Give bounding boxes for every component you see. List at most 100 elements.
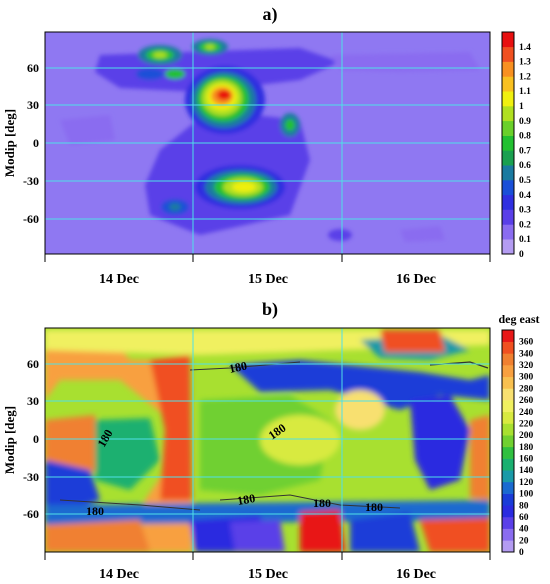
colorbar-tick-label: 20 (519, 536, 529, 546)
a-ytick-60: 60 (27, 61, 39, 75)
colorbar-tick-label: 0.4 (519, 191, 531, 201)
panel-b-yticks: 60 30 0 -30 -60 (23, 357, 39, 521)
colorbar-swatch (502, 46, 514, 62)
b-red-se (420, 518, 490, 552)
colorbar-tick-label: 0 (519, 548, 524, 558)
colorbar-tick-label: 340 (519, 349, 534, 359)
colorbar-swatch (502, 470, 514, 483)
b-ytick-m60: -60 (23, 507, 39, 521)
colorbar-swatch (502, 135, 514, 151)
colorbar-swatch (502, 423, 514, 436)
colorbar-tick-label: 180 (519, 443, 534, 453)
panel-b-heatmap: 180 180 180 180 180 180 180 (45, 328, 490, 552)
colorbar-swatch (502, 400, 514, 413)
colorbar-swatch (502, 150, 514, 166)
colorbar-tick-label: 0.2 (519, 220, 531, 230)
colorbar-frame (501, 329, 515, 553)
colorbar-swatch (502, 435, 514, 448)
panel-a-xtickmarks (44, 254, 491, 262)
colorbar-frame (501, 31, 515, 255)
colorbar-tick-label: 0.1 (519, 235, 531, 245)
colorbar-tick-label: 1.2 (519, 72, 531, 82)
b-contour-label-7: 180 (365, 500, 383, 514)
patch-violet-3 (400, 226, 445, 242)
colorbar-swatch (502, 224, 514, 240)
colorbar-swatch (502, 481, 514, 494)
b-contour-2 (59, 499, 201, 511)
b-contour-label-6: 180 (313, 496, 331, 510)
b-yellow-center (260, 415, 340, 465)
b-orange-right (470, 415, 490, 500)
colorbar-tick-label: 60 (519, 513, 529, 523)
colorbar-tick-label: 0 (519, 250, 524, 260)
colorbar-tick-label: 240 (519, 408, 534, 418)
b-ytick-m30: -30 (23, 470, 39, 484)
a-xtick-15dec: 15 Dec (248, 272, 288, 287)
colorbar-tick-label: 1.4 (519, 43, 531, 53)
colorbar-swatch (502, 493, 514, 506)
colorbar-swatch (502, 194, 514, 210)
colorbar-swatch (502, 411, 514, 424)
colorbar-tick-label: 1 (519, 102, 524, 112)
panel-a-xticks: 14 Dec 15 Dec 16 Dec (99, 272, 436, 287)
blob-s2 (169, 203, 181, 211)
colorbar-tick-label: 0.7 (519, 146, 531, 156)
colorbar-tick-label: 1.3 (519, 58, 531, 68)
panel-b-xtickmarks (44, 552, 491, 560)
blob-n1-c (153, 52, 167, 58)
a-xtick-14dec: 14 Dec (99, 272, 139, 287)
colorbar-tick-label: 0.5 (519, 176, 531, 186)
panel-b-frame (44, 327, 491, 553)
a-xtick-16dec: 16 Dec (396, 272, 436, 287)
a-ytick-30: 30 (27, 98, 39, 112)
colorbar-tick-label: 0.9 (519, 117, 531, 127)
a-ytick-m60: -60 (23, 212, 39, 226)
colorbar-swatch (502, 528, 514, 541)
a-ytick-m30: -30 (23, 174, 39, 188)
panel-b-xticks: 14 Dec 15 Dec 16 Dec (99, 567, 436, 582)
b-light-center (335, 390, 385, 430)
peak-n-ring7 (217, 90, 231, 100)
colorbar-tick-label: 0.3 (519, 206, 531, 216)
b-red-s1 (300, 510, 345, 552)
b-red-left (150, 355, 192, 500)
colorbar-tick-label: 160 (519, 455, 534, 465)
colorbar-swatch (502, 341, 514, 354)
colorbar-swatch (502, 365, 514, 378)
panel-a-frame (44, 31, 491, 255)
b-blue-s2 (350, 512, 420, 552)
b-xtick-16dec: 16 Dec (396, 567, 436, 582)
b-ytick-60: 60 (27, 357, 39, 371)
colorbar-swatch (502, 505, 514, 518)
peak-s-ring5 (232, 182, 256, 192)
colorbar-swatch (502, 446, 514, 459)
colorbar-tick-label: 360 (519, 338, 534, 348)
panel-b-colorbar: 0204060801001201401601802002202402602803… (501, 329, 534, 558)
colorbar-swatch (502, 76, 514, 92)
colorbar-tick-label: 140 (519, 466, 534, 476)
colorbar-swatch (502, 120, 514, 136)
colorbar-tick-label: 300 (519, 373, 534, 383)
panel-a-heatmap (45, 32, 490, 254)
colorbar-swatch (502, 180, 514, 196)
b-red-topright (380, 330, 445, 352)
patch-violet-1 (330, 52, 480, 72)
b-xtick-15dec: 15 Dec (248, 567, 288, 582)
colorbar-tick-label: 260 (519, 396, 534, 406)
colorbar-tick-label: 1.1 (519, 87, 531, 97)
colorbar-swatch (502, 458, 514, 471)
panel-b-colorbar-title: deg east (499, 312, 540, 326)
b-ytick-30: 30 (27, 394, 39, 408)
colorbar-tick-label: 80 (519, 501, 529, 511)
b-ytick-0: 0 (33, 432, 39, 446)
colorbar-swatch (502, 353, 514, 366)
b-orange-left (45, 335, 192, 552)
b-xtick-14dec: 14 Dec (99, 567, 139, 582)
colorbar-swatch (502, 32, 514, 48)
b-contour-3 (219, 494, 401, 509)
colorbar-tick-label: 0.8 (519, 132, 531, 142)
b-blue-north (230, 360, 490, 410)
colorbar-swatch (502, 61, 514, 77)
b-contour-label-5: 180 (86, 504, 104, 518)
